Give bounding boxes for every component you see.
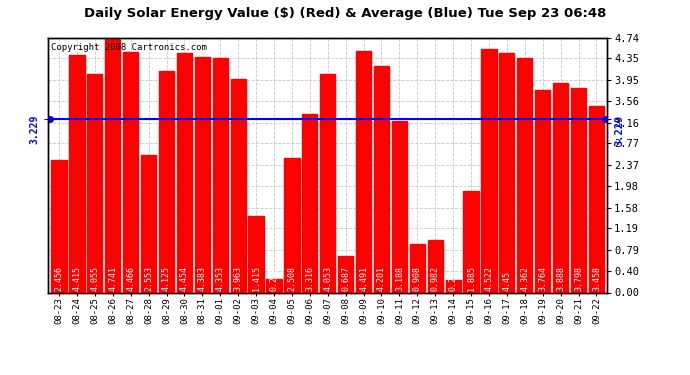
Text: 4.454: 4.454 — [180, 266, 189, 291]
Text: 4.362: 4.362 — [520, 266, 529, 291]
Text: 4.201: 4.201 — [377, 266, 386, 291]
Text: Daily Solar Energy Value ($) (Red) & Average (Blue) Tue Sep 23 06:48: Daily Solar Energy Value ($) (Red) & Ave… — [83, 8, 607, 21]
Bar — [70, 55, 85, 292]
Text: 2.456: 2.456 — [55, 266, 63, 291]
Text: 2.508: 2.508 — [288, 266, 297, 291]
Bar — [213, 58, 228, 292]
Text: 2.553: 2.553 — [144, 266, 153, 291]
Bar — [52, 160, 67, 292]
Text: 1.415: 1.415 — [252, 266, 261, 291]
Bar — [159, 70, 174, 292]
Text: 4.353: 4.353 — [216, 266, 225, 291]
Bar — [428, 240, 443, 292]
Text: 1.885: 1.885 — [466, 266, 475, 291]
Text: 4.383: 4.383 — [198, 266, 207, 291]
Text: 0.687: 0.687 — [341, 266, 350, 291]
Bar — [410, 244, 425, 292]
Bar — [320, 75, 335, 292]
Bar — [446, 280, 461, 292]
Bar — [123, 52, 138, 292]
Bar — [141, 155, 156, 292]
Text: 3.963: 3.963 — [234, 266, 243, 291]
Text: 4.45: 4.45 — [502, 272, 511, 291]
Bar — [571, 88, 586, 292]
Text: 3.458: 3.458 — [592, 266, 601, 291]
Text: 3.188: 3.188 — [395, 266, 404, 291]
Text: 4.466: 4.466 — [126, 266, 135, 291]
Bar — [500, 53, 515, 292]
Bar — [535, 90, 551, 292]
Bar — [356, 51, 371, 292]
Text: 4.491: 4.491 — [359, 266, 368, 291]
Text: 3.764: 3.764 — [538, 266, 547, 291]
Bar — [195, 57, 210, 292]
Text: 4.053: 4.053 — [323, 266, 333, 291]
Bar — [518, 58, 533, 292]
Bar — [284, 158, 299, 292]
Text: 0.23: 0.23 — [448, 272, 457, 291]
Bar — [553, 83, 569, 292]
Bar — [177, 53, 192, 292]
Bar — [464, 191, 479, 292]
Text: 3.888: 3.888 — [556, 266, 565, 291]
Bar — [266, 279, 282, 292]
Bar — [392, 121, 407, 292]
Text: 4.522: 4.522 — [484, 266, 493, 291]
Text: 0.908: 0.908 — [413, 266, 422, 291]
Text: 3.798: 3.798 — [574, 266, 583, 291]
Bar — [230, 79, 246, 292]
Bar — [374, 66, 389, 292]
Bar — [482, 49, 497, 292]
Bar — [105, 38, 120, 292]
Text: 4.055: 4.055 — [90, 266, 99, 291]
Text: 4.415: 4.415 — [72, 266, 81, 291]
Text: 3.316: 3.316 — [306, 266, 315, 291]
Bar — [248, 216, 264, 292]
Bar — [87, 74, 103, 292]
Bar — [302, 114, 317, 292]
Text: 4.741: 4.741 — [108, 266, 117, 291]
Text: 0.248: 0.248 — [270, 266, 279, 291]
Bar — [338, 255, 353, 292]
Text: Copyright 2008 Cartronics.com: Copyright 2008 Cartronics.com — [51, 43, 207, 52]
Text: 4.125: 4.125 — [162, 266, 171, 291]
Text: 0.982: 0.982 — [431, 266, 440, 291]
Bar — [589, 106, 604, 292]
